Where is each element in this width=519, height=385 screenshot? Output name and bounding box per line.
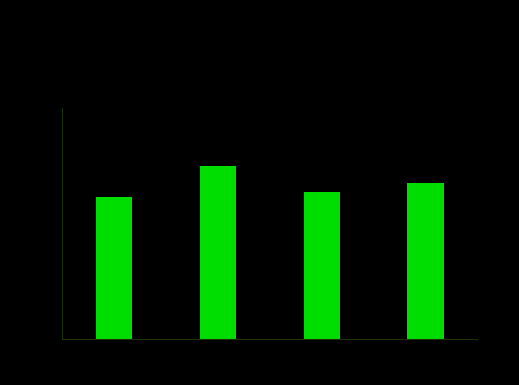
Bar (96, 198, 132, 339)
Bar (200, 166, 236, 339)
Bar (407, 182, 444, 339)
Bar (304, 192, 340, 339)
